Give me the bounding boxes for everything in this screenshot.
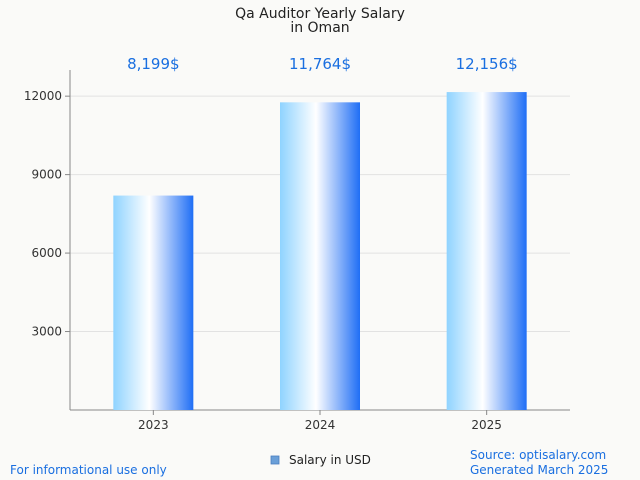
bars [113,92,527,410]
bar-2023 [113,195,194,410]
y-tick-label: 12000 [24,89,62,103]
y-tick-label: 9000 [31,168,62,182]
y-tick-label: 6000 [31,246,62,260]
value-labels: 8,199$ 11,764$ 12,156$ [127,55,518,73]
bar-2024 [280,102,360,410]
legend-swatch [270,455,280,465]
legend: Salary in USD [270,453,371,467]
value-label: 8,199$ [127,55,180,73]
chart-subtitle: in Oman [290,20,349,36]
disclaimer-text: For informational use only [10,463,167,477]
bar-2025 [446,92,527,410]
x-tick-label: 2024 [305,418,336,432]
y-tick-label: 3000 [31,325,62,339]
y-tick-labels: 3000 6000 9000 12000 [24,89,70,339]
legend-label: Salary in USD [289,453,371,467]
value-label: 12,156$ [456,55,518,73]
x-tick-labels: 2023 2024 2025 [138,410,502,432]
x-tick-label: 2023 [138,418,169,432]
value-label: 11,764$ [289,55,351,73]
source-text: Source: optisalary.com [470,448,606,462]
x-tick-label: 2025 [471,418,502,432]
chart-title: Qa Auditor Yearly Salary [235,6,405,22]
generated-text: Generated March 2025 [470,463,608,477]
